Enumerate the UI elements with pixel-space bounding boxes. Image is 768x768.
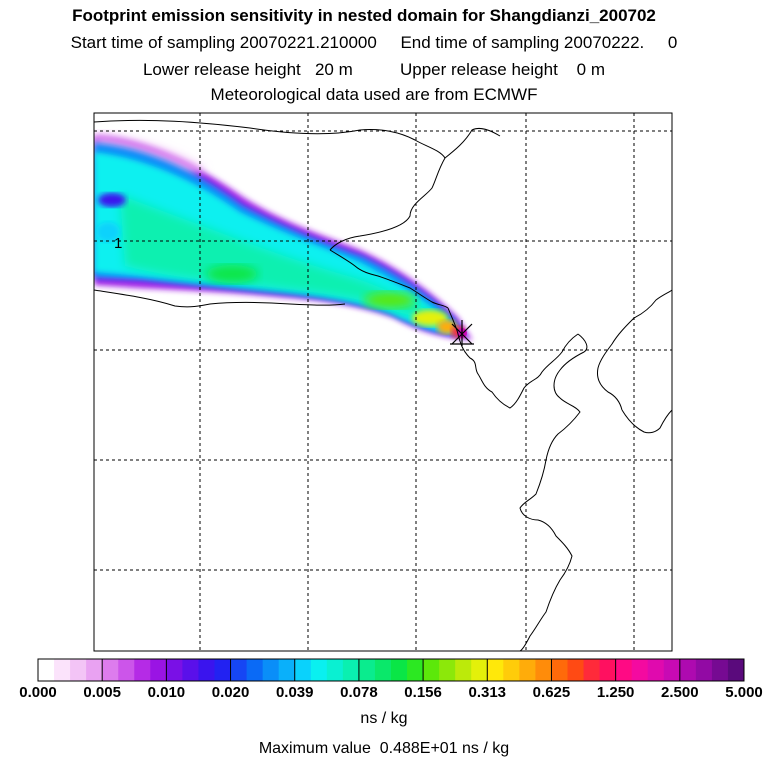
- colorbar-tick-label: 0.625: [532, 684, 571, 701]
- meteorological-data-line: Meteorological data used are from ECMWF: [210, 85, 538, 104]
- sampling-time-line: Start time of sampling 20070221.210000 E…: [70, 33, 678, 52]
- colorbar-swatch: [166, 659, 183, 681]
- maximum-value-line: Maximum value 0.488E+01 ns / kg: [258, 740, 510, 757]
- plume-core-green-mid: [364, 292, 416, 308]
- colorbar-swatch: [471, 659, 488, 681]
- colorbar-swatch: [711, 659, 729, 681]
- plume-field: [94, 134, 472, 340]
- plume-core-green-west: [206, 265, 258, 283]
- colorbar-swatch: [487, 659, 504, 681]
- colorbar-swatch: [407, 659, 424, 681]
- colorbar-swatch: [727, 659, 745, 681]
- colorbar-swatch: [246, 659, 264, 681]
- colorbar-swatch: [326, 659, 344, 681]
- colorbar-swatch: [54, 659, 71, 681]
- colorbar-tick-label: 2.500: [661, 684, 699, 701]
- coast-bohai: [447, 307, 579, 409]
- colorbar-swatch: [150, 659, 167, 681]
- colorbar-tick-label: 0.000: [19, 684, 57, 701]
- receptor-marker: [450, 320, 474, 346]
- plume-layer-teal: [120, 195, 448, 322]
- coast-shandong: [519, 459, 573, 651]
- plume-blob-blue: [98, 193, 126, 207]
- colorbar-swatch: [182, 659, 199, 681]
- border-mongolia: [329, 249, 449, 309]
- colorbar-swatch: [647, 659, 665, 681]
- colorbar-swatch: [86, 659, 103, 681]
- colorbar-tick-label: 5.000: [725, 684, 763, 701]
- colorbar-tick-label: 0.156: [404, 684, 442, 701]
- colorbar-swatch: [230, 659, 248, 681]
- colorbar-swatch: [374, 659, 392, 681]
- border-north: [94, 119, 446, 251]
- colorbar-swatch: [423, 659, 440, 681]
- colorbar-swatch: [102, 659, 119, 681]
- colorbar-tick-label: 0.005: [83, 684, 121, 701]
- colorbar-tick-label: 0.020: [211, 684, 250, 701]
- colorbar-swatch: [695, 659, 713, 681]
- coast-korea-west: [597, 317, 635, 411]
- colorbar-tick-label: 0.010: [147, 684, 186, 701]
- plume-core-yellow: [412, 310, 448, 326]
- chart-title: Footprint emission sensitivity in nested…: [72, 6, 656, 25]
- colorbar-swatch: [262, 659, 280, 681]
- colorbar-tick-label: 0.313: [468, 684, 507, 701]
- colorbar: [37, 658, 745, 682]
- colorbar-swatch: [118, 659, 135, 681]
- colorbar-swatch: [455, 659, 472, 681]
- coast-korea-north: [633, 289, 672, 319]
- colorbar-swatch: [583, 659, 601, 681]
- colorbar-swatch: [358, 659, 376, 681]
- colorbar-swatch: [439, 659, 456, 681]
- map-frame: [93, 112, 673, 652]
- colorbar-units: ns / kg: [360, 710, 408, 727]
- contour-label: 1: [114, 235, 122, 252]
- colorbar-swatch: [535, 659, 552, 681]
- lat-lon-grid: [94, 113, 672, 651]
- plume-blob-cyan-west: [96, 222, 120, 242]
- coast-korea-east: [621, 409, 672, 434]
- coast-liaodong: [545, 333, 588, 461]
- colorbar-swatch: [391, 659, 408, 681]
- colorbar-tick-label: 1.250: [596, 684, 635, 701]
- coastlines: [94, 119, 672, 651]
- colorbar-swatch: [615, 659, 633, 681]
- colorbar-swatch: [663, 659, 681, 681]
- colorbar-swatch: [310, 659, 328, 681]
- colorbar-swatch: [134, 659, 151, 681]
- colorbar-swatch: [198, 659, 215, 681]
- colorbar-swatch: [70, 659, 87, 681]
- colorbar-swatch: [342, 659, 360, 681]
- colorbar-swatch: [519, 659, 536, 681]
- colorbar-swatch: [551, 659, 568, 681]
- release-height-line: Lower release height 20 m Upper release …: [142, 60, 606, 79]
- colorbar-tick-label: 0.039: [275, 684, 314, 701]
- colorbar-swatch: [679, 659, 697, 681]
- border-northeast: [444, 127, 501, 159]
- colorbar-swatch: [214, 659, 232, 681]
- colorbar-swatch: [294, 659, 312, 681]
- colorbar-tick-label: 0.078: [340, 684, 378, 701]
- colorbar-swatch: [567, 659, 585, 681]
- colorbar-swatch: [599, 659, 617, 681]
- colorbar-swatch: [278, 659, 296, 681]
- border-west: [94, 289, 346, 308]
- colorbar-swatch: [631, 659, 649, 681]
- colorbar-swatch: [503, 659, 520, 681]
- colorbar-swatch: [38, 659, 55, 681]
